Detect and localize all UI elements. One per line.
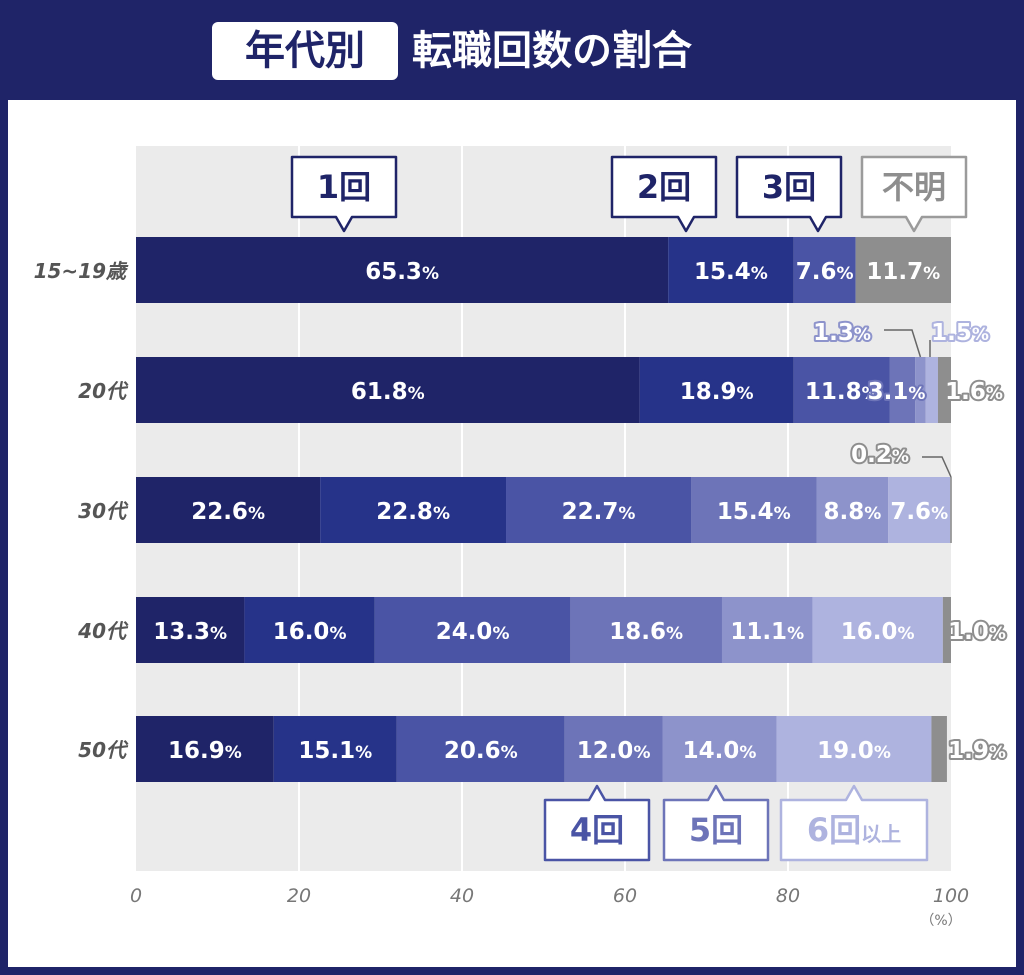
value-label: 1.9%	[948, 738, 1006, 764]
legend-label: 不明	[882, 168, 946, 206]
x-tick-label: 100	[933, 885, 969, 907]
value-label: 0.2%	[851, 442, 909, 468]
value-label: 16.0%	[841, 619, 915, 645]
value-label: 11.7%	[866, 259, 940, 285]
bar-segment	[793, 357, 890, 423]
value-label: 61.8%	[351, 379, 425, 405]
value-label: 15.4%	[717, 499, 791, 525]
value-label: 22.6%	[191, 499, 265, 525]
value-label: 18.9%	[680, 379, 754, 405]
x-tick-label: 80	[776, 885, 800, 907]
legend-label: 6回以上	[807, 811, 901, 849]
title-tag: 年代別	[212, 22, 398, 80]
bar-segment	[888, 477, 951, 543]
bar-segment	[564, 716, 663, 782]
bar-segment	[136, 477, 321, 543]
legend-label: 5回	[689, 811, 743, 849]
legend-callout	[543, 784, 651, 862]
value-label: 20.6%	[444, 738, 518, 764]
bar-segment	[889, 357, 916, 423]
category-label: 20代	[78, 379, 129, 403]
bar-segment	[937, 357, 951, 423]
legend-callout	[779, 784, 929, 862]
x-tick-label: 40	[450, 885, 474, 907]
value-label: 1.6%	[945, 379, 1003, 405]
legend-callout	[860, 155, 968, 233]
value-label: 19.0%	[817, 738, 891, 764]
legend-label: 3回	[762, 168, 816, 206]
bar-segment	[942, 597, 951, 663]
bar-segment	[816, 477, 889, 543]
leader-line	[922, 456, 952, 478]
bar-segment	[374, 597, 571, 663]
bar-segment	[950, 477, 952, 543]
legend-label: 4回	[570, 811, 624, 849]
value-label: 22.8%	[376, 499, 450, 525]
value-label: 15.1%	[298, 738, 372, 764]
bar-segment	[136, 357, 640, 423]
value-label: 15.4%	[694, 259, 768, 285]
value-label: 3.1%	[868, 379, 926, 405]
x-tick-label: 20	[287, 885, 311, 907]
bar-segment	[812, 597, 943, 663]
value-label: 11.8%	[805, 379, 879, 405]
bar-segment	[776, 716, 932, 782]
bar-segment	[570, 597, 722, 663]
bar-segment	[136, 716, 274, 782]
bar-segment	[136, 597, 245, 663]
bar-segment	[136, 237, 669, 303]
bar-segment	[396, 716, 565, 782]
bar-segment	[931, 716, 947, 782]
bar-segment	[662, 716, 777, 782]
value-label: 7.6%	[796, 259, 854, 285]
bar-segment	[320, 477, 507, 543]
bar-segment	[273, 716, 397, 782]
value-label: 7.6%	[890, 499, 948, 525]
bar-segment	[691, 477, 817, 543]
value-label: 24.0%	[436, 619, 510, 645]
bar-segment	[925, 357, 938, 423]
value-label: 11.1%	[730, 619, 804, 645]
bar-segment	[639, 357, 794, 423]
header: 年代別 転職回数の割合	[0, 0, 1024, 100]
legend-callout	[610, 155, 718, 233]
value-label: 1.3%	[813, 320, 871, 346]
legend-label: 2回	[637, 168, 691, 206]
x-tick-label: 60	[613, 885, 637, 907]
bar-segment	[506, 477, 692, 543]
bar-segment	[915, 357, 926, 423]
value-label: 8.8%	[823, 499, 881, 525]
chart-title: 転職回数の割合	[412, 28, 692, 74]
bar-segment	[855, 237, 951, 303]
value-label: 14.0%	[683, 738, 757, 764]
category-label: 40代	[77, 619, 129, 643]
value-label: 16.9%	[168, 738, 242, 764]
legend-label: 1回	[317, 168, 371, 206]
value-label: 1.5%	[931, 320, 989, 346]
value-label: 1.0%	[948, 619, 1006, 645]
legend-callout	[735, 155, 843, 233]
value-label: 12.0%	[577, 738, 651, 764]
leader-line	[884, 329, 922, 358]
legend-callout	[290, 155, 398, 233]
x-tick-label: 0	[130, 885, 142, 907]
value-label: 16.0%	[273, 619, 347, 645]
bar-segment	[244, 597, 375, 663]
x-unit-label: （%）	[920, 913, 961, 929]
legend-callout	[662, 784, 770, 862]
value-label: 13.3%	[153, 619, 227, 645]
category-label: 50代	[78, 738, 129, 762]
bar-segment	[721, 597, 813, 663]
value-label: 18.6%	[609, 619, 683, 645]
bar-segment	[668, 237, 794, 303]
category-label: 15~19歳	[34, 259, 129, 283]
value-label: 22.7%	[562, 499, 636, 525]
bar-segment	[793, 237, 856, 303]
category-label: 30代	[78, 499, 129, 523]
value-label: 65.3%	[365, 259, 439, 285]
